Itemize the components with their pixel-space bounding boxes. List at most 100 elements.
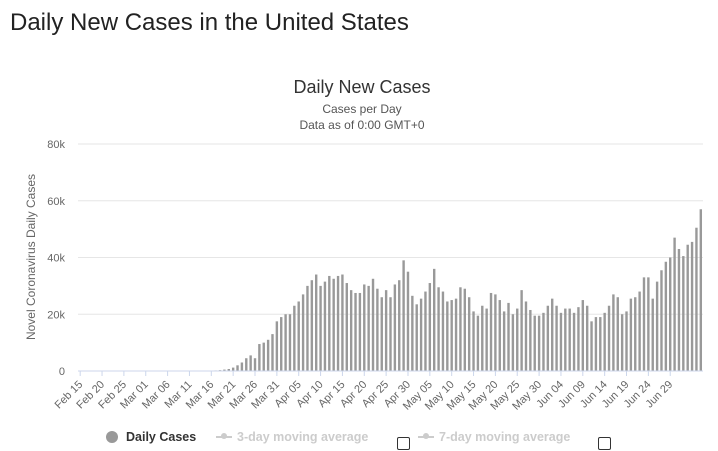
bar[interactable]	[319, 285, 322, 372]
legend-item-daily-cases[interactable]: Daily Cases	[106, 430, 196, 444]
bar[interactable]	[463, 288, 466, 371]
bar[interactable]	[419, 298, 423, 371]
bar[interactable]	[585, 305, 589, 371]
bar[interactable]	[568, 308, 571, 371]
bar[interactable]	[358, 292, 362, 371]
bar[interactable]	[384, 290, 388, 371]
bar[interactable]	[411, 295, 414, 371]
bar[interactable]	[345, 283, 348, 371]
bar[interactable]	[236, 365, 239, 371]
bar[interactable]	[288, 314, 292, 371]
bar[interactable]	[682, 256, 685, 371]
bar[interactable]	[599, 317, 602, 371]
bar[interactable]	[297, 301, 300, 371]
bar[interactable]	[607, 305, 611, 371]
bar[interactable]	[590, 321, 593, 371]
bar[interactable]	[306, 285, 309, 372]
bar[interactable]	[271, 334, 274, 371]
bar[interactable]	[332, 278, 335, 371]
bar[interactable]	[284, 314, 287, 371]
bar[interactable]	[655, 281, 659, 371]
legend-item-3-day-average[interactable]: 3-day moving average	[216, 430, 368, 444]
bar[interactable]	[524, 301, 528, 371]
bar[interactable]	[266, 339, 270, 371]
bar[interactable]	[328, 275, 331, 371]
bar[interactable]	[577, 307, 580, 371]
bar[interactable]	[376, 288, 379, 371]
bar[interactable]	[249, 355, 252, 371]
bar[interactable]	[634, 297, 637, 371]
bar[interactable]	[677, 248, 681, 371]
bar[interactable]	[664, 261, 668, 371]
7-day-average-checkbox[interactable]	[598, 437, 611, 450]
bar[interactable]	[428, 283, 432, 371]
bar[interactable]	[459, 287, 462, 371]
bar[interactable]	[380, 297, 383, 371]
bar[interactable]	[262, 342, 265, 372]
bar[interactable]	[231, 367, 235, 371]
bar[interactable]	[660, 270, 663, 371]
bar[interactable]	[275, 321, 279, 371]
bar[interactable]	[489, 292, 493, 371]
bar[interactable]	[406, 271, 410, 371]
bar[interactable]	[625, 311, 628, 371]
bar[interactable]	[258, 344, 261, 371]
3-day-average-checkbox[interactable]	[397, 437, 410, 450]
bar[interactable]	[240, 362, 244, 371]
bar[interactable]	[467, 297, 471, 371]
bar[interactable]	[437, 287, 440, 371]
bar[interactable]	[542, 312, 545, 371]
bar[interactable]	[341, 274, 344, 371]
bar[interactable]	[581, 300, 585, 371]
bar[interactable]	[323, 281, 327, 371]
bar[interactable]	[537, 315, 541, 371]
bar[interactable]	[686, 244, 689, 371]
bar[interactable]	[402, 260, 405, 371]
bar[interactable]	[529, 309, 532, 371]
bar[interactable]	[424, 291, 427, 371]
bar[interactable]	[450, 300, 453, 371]
bar[interactable]	[533, 315, 536, 371]
bar[interactable]	[699, 209, 703, 371]
bar[interactable]	[415, 304, 418, 371]
bar[interactable]	[594, 317, 598, 371]
bar[interactable]	[393, 284, 397, 371]
bar[interactable]	[638, 291, 641, 371]
bar[interactable]	[398, 280, 401, 371]
bar[interactable]	[280, 317, 283, 371]
bar[interactable]	[551, 298, 554, 371]
bar[interactable]	[612, 294, 615, 371]
bar[interactable]	[695, 227, 698, 371]
bar[interactable]	[441, 291, 445, 371]
bar[interactable]	[310, 280, 314, 371]
bar[interactable]	[494, 294, 497, 371]
bar[interactable]	[572, 312, 576, 371]
bar[interactable]	[629, 298, 633, 371]
bar[interactable]	[336, 275, 340, 371]
bar[interactable]	[389, 297, 392, 371]
bar[interactable]	[516, 308, 519, 371]
bar[interactable]	[245, 358, 248, 371]
bar[interactable]	[446, 301, 449, 371]
legend-item-7-day-average[interactable]: 7-day moving average	[418, 430, 570, 444]
bar[interactable]	[690, 241, 694, 371]
bar[interactable]	[472, 311, 475, 371]
bar[interactable]	[315, 274, 318, 371]
bar[interactable]	[673, 237, 676, 371]
bar[interactable]	[293, 305, 296, 371]
bar[interactable]	[520, 290, 523, 371]
bar[interactable]	[564, 308, 567, 371]
bar[interactable]	[485, 308, 488, 371]
bar[interactable]	[433, 268, 436, 371]
bar[interactable]	[647, 277, 650, 371]
bar[interactable]	[620, 314, 624, 371]
bar[interactable]	[511, 314, 515, 371]
bar[interactable]	[502, 311, 506, 371]
bar[interactable]	[651, 298, 654, 371]
bar[interactable]	[555, 305, 558, 371]
bar[interactable]	[616, 297, 619, 371]
bar[interactable]	[507, 302, 510, 371]
bar[interactable]	[603, 312, 606, 371]
bar[interactable]	[363, 284, 366, 371]
bar[interactable]	[349, 290, 353, 371]
